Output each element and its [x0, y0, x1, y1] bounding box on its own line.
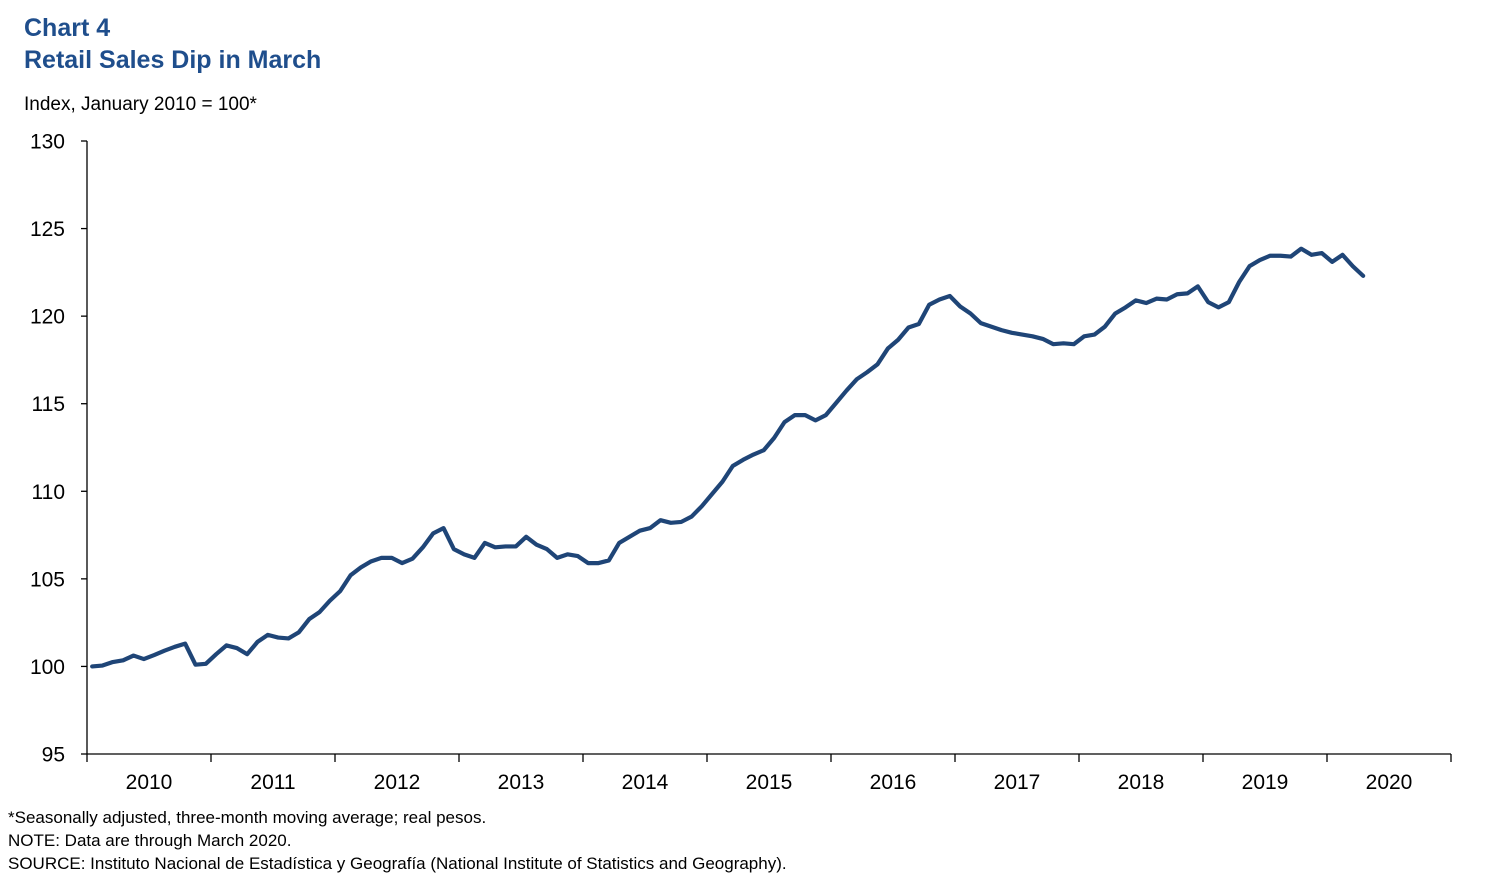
y-tick-label: 105 — [30, 568, 65, 591]
y-axis-unit-label: Index, January 2010 = 100* — [24, 94, 257, 115]
y-tick-label: 115 — [32, 393, 65, 416]
x-axis: 2010 2011 2012 2013 2014 2015 2016 2017 2018 2019… — [86, 753, 1452, 794]
x-tick-label: 2017 — [994, 771, 1041, 794]
x-tick-label: 2010 — [126, 771, 173, 794]
chart-number: Chart 4 — [24, 14, 111, 42]
x-tick-label: 2019 — [1242, 771, 1289, 794]
y-tick-label: 95 — [42, 744, 65, 767]
y-axis: 95 100 105 110 115 120 125 130 — [30, 131, 88, 767]
y-tick-label: 125 — [30, 218, 65, 241]
footnote-note: NOTE: Data are through March 2020. — [8, 831, 292, 850]
x-tick-label: 2018 — [1118, 771, 1165, 794]
y-tick-label: 130 — [30, 131, 65, 154]
data-series — [90, 246, 1366, 669]
y-tick-label: 100 — [30, 656, 65, 679]
footnote-source: SOURCE: Instituto Nacional de Estadístic… — [8, 854, 787, 873]
y-tick-label: 110 — [32, 481, 65, 504]
x-tick-label: 2014 — [622, 771, 669, 794]
x-tick-label: 2013 — [498, 771, 545, 794]
y-tick-label: 120 — [30, 306, 65, 329]
x-tick-label: 2016 — [870, 771, 917, 794]
series-line — [90, 246, 1366, 669]
x-tick-label: 2015 — [746, 771, 793, 794]
x-tick-label: 2020 — [1366, 771, 1413, 794]
x-tick-label: 2011 — [250, 771, 295, 794]
chart-title: Retail Sales Dip in March — [24, 46, 322, 74]
x-tick-label: 2012 — [374, 771, 421, 794]
footnote-asterisk: *Seasonally adjusted, three-month moving… — [8, 808, 487, 827]
